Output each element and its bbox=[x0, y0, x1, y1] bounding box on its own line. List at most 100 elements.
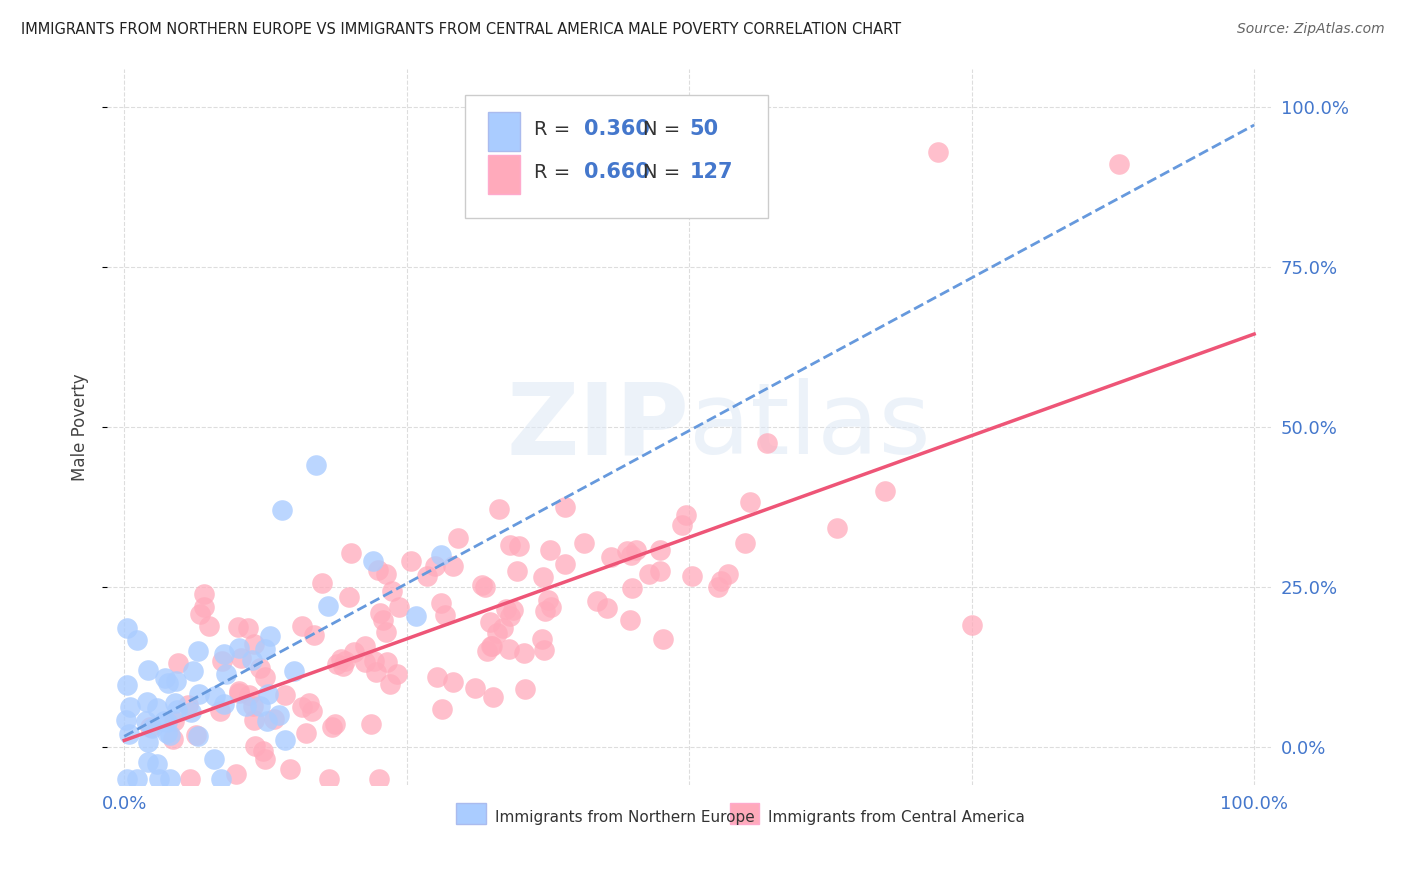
Point bbox=[360, 717, 382, 731]
Point bbox=[651, 632, 673, 646]
Point bbox=[211, 654, 233, 668]
Point bbox=[875, 483, 897, 498]
Point bbox=[301, 704, 323, 718]
Point bbox=[441, 674, 464, 689]
Point bbox=[332, 659, 354, 673]
Point bbox=[363, 654, 385, 668]
Point bbox=[538, 542, 561, 557]
Text: Immigrants from Central America: Immigrants from Central America bbox=[768, 810, 1025, 825]
Point bbox=[136, 734, 159, 748]
Point bbox=[329, 651, 352, 665]
Point bbox=[298, 696, 321, 710]
Point bbox=[256, 714, 278, 728]
Point bbox=[139, 720, 162, 734]
Point bbox=[367, 772, 389, 786]
Point bbox=[447, 531, 470, 545]
Point bbox=[156, 726, 179, 740]
Point bbox=[825, 521, 848, 535]
Y-axis label: Male Poverty: Male Poverty bbox=[72, 373, 89, 481]
Text: ZIP: ZIP bbox=[506, 378, 689, 475]
Point bbox=[675, 508, 697, 522]
Text: 50: 50 bbox=[689, 120, 718, 139]
Point bbox=[153, 671, 176, 685]
Point bbox=[554, 500, 576, 514]
Point bbox=[263, 712, 285, 726]
Point bbox=[433, 607, 456, 622]
Text: R =: R = bbox=[534, 163, 576, 182]
Point bbox=[619, 613, 641, 627]
Text: 0.360: 0.360 bbox=[585, 120, 651, 139]
Point bbox=[148, 772, 170, 786]
Point bbox=[374, 624, 396, 639]
Point bbox=[159, 772, 181, 786]
Point bbox=[135, 714, 157, 729]
Point bbox=[146, 701, 169, 715]
Point bbox=[430, 596, 453, 610]
Point bbox=[378, 677, 401, 691]
Point bbox=[479, 615, 502, 629]
Point bbox=[533, 642, 555, 657]
Point bbox=[118, 727, 141, 741]
Point bbox=[534, 604, 557, 618]
Point bbox=[671, 517, 693, 532]
Point bbox=[482, 690, 505, 704]
Point bbox=[204, 752, 226, 766]
Text: IMMIGRANTS FROM NORTHERN EUROPE VS IMMIGRANTS FROM CENTRAL AMERICA MALE POVERTY : IMMIGRANTS FROM NORTHERN EUROPE VS IMMIG… bbox=[21, 22, 901, 37]
Point bbox=[163, 696, 186, 710]
Point bbox=[337, 590, 360, 604]
Point bbox=[243, 739, 266, 753]
Point bbox=[283, 664, 305, 678]
Point bbox=[238, 688, 260, 702]
Point bbox=[228, 684, 250, 698]
Point bbox=[648, 564, 671, 578]
Point bbox=[429, 548, 451, 562]
Point bbox=[187, 687, 209, 701]
Point bbox=[146, 756, 169, 771]
Point bbox=[621, 581, 644, 595]
Point bbox=[513, 681, 536, 696]
Point bbox=[267, 707, 290, 722]
Point bbox=[166, 656, 188, 670]
Point bbox=[229, 651, 252, 665]
Point bbox=[240, 653, 263, 667]
Point bbox=[197, 618, 219, 632]
Point bbox=[599, 549, 621, 564]
Point bbox=[371, 613, 394, 627]
Point bbox=[586, 593, 609, 607]
Point bbox=[554, 557, 576, 571]
Point bbox=[115, 678, 138, 692]
Point bbox=[756, 436, 779, 450]
Point bbox=[318, 772, 340, 786]
Point bbox=[343, 645, 366, 659]
Point bbox=[441, 559, 464, 574]
FancyBboxPatch shape bbox=[488, 112, 520, 151]
Point bbox=[960, 618, 983, 632]
Point bbox=[253, 752, 276, 766]
Point bbox=[596, 601, 619, 615]
Point bbox=[927, 145, 949, 159]
Text: N =: N = bbox=[643, 120, 686, 139]
Point bbox=[212, 698, 235, 712]
Point bbox=[302, 628, 325, 642]
Point bbox=[374, 567, 396, 582]
Point bbox=[242, 699, 264, 714]
Point bbox=[152, 714, 174, 729]
Point bbox=[177, 698, 200, 713]
Point bbox=[115, 621, 138, 635]
Point bbox=[1108, 157, 1130, 171]
Point bbox=[385, 667, 408, 681]
Point bbox=[181, 665, 204, 679]
Point bbox=[326, 657, 349, 672]
Point bbox=[388, 599, 411, 614]
Point bbox=[707, 580, 730, 594]
Point bbox=[166, 703, 188, 717]
Point bbox=[340, 546, 363, 560]
Point bbox=[305, 458, 328, 473]
Point bbox=[474, 580, 496, 594]
Point bbox=[405, 609, 427, 624]
Text: 0.660: 0.660 bbox=[585, 162, 651, 183]
Text: 127: 127 bbox=[689, 162, 733, 183]
Point bbox=[321, 720, 343, 734]
Point bbox=[734, 535, 756, 549]
Point bbox=[502, 603, 524, 617]
